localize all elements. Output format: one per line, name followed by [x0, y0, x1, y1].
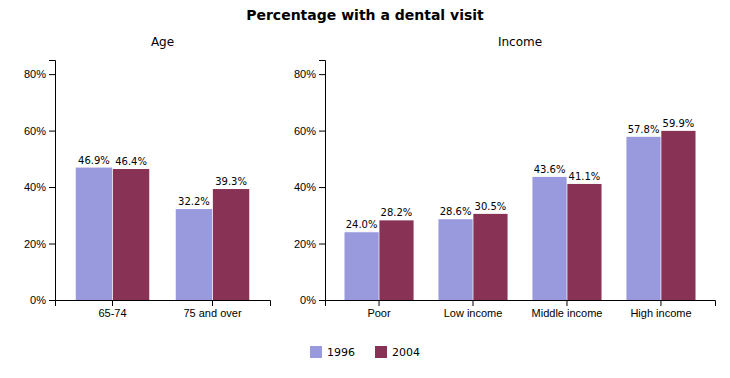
bars: [76, 168, 250, 300]
tick-label: 0%: [300, 294, 316, 306]
data-label: 41.1%: [569, 171, 601, 182]
bars: [344, 131, 695, 300]
bar: [473, 214, 507, 300]
data-labels: 46.9% 32.2% 46.4% 39.3%: [78, 155, 247, 208]
title: Percentage with a dental visit: [246, 7, 484, 23]
tick-mark: [566, 300, 567, 306]
tick: 20%: [24, 238, 55, 250]
data-label: 46.4%: [115, 156, 147, 167]
x-axis: 65-74 75 and over: [56, 300, 271, 319]
tick: Low income: [444, 300, 503, 319]
bar: [176, 209, 212, 300]
tick: 40%: [294, 181, 325, 193]
panel: 24.0% 28.6% 43.6% 57.8% 28.2% 30.5% 41.1% 59.9%…: [294, 35, 716, 319]
tick: 60%: [24, 125, 55, 137]
tick: 65-74: [98, 300, 126, 319]
data-label: 57.8%: [628, 124, 660, 135]
legend-swatch: [375, 346, 387, 358]
data-labels: 24.0% 28.6% 43.6% 57.8% 28.2% 30.5% 41.1% 59.9%: [346, 118, 695, 230]
tick-label: 60%: [24, 125, 46, 137]
tick-mark: [319, 300, 325, 301]
tick-mark: [473, 300, 474, 306]
bar: [532, 177, 566, 300]
data-label: 46.9%: [78, 155, 110, 166]
tick-mark: [49, 74, 55, 75]
legend-item: 1996: [310, 346, 355, 359]
legend-label: 1996: [327, 346, 355, 359]
axis-line: [56, 301, 271, 307]
x-axis: Poor Low income Middle income High income: [326, 300, 716, 319]
tick: Poor: [367, 300, 391, 319]
tick-mark: [49, 244, 55, 245]
tick-mark: [660, 300, 661, 306]
data-label: 28.6%: [440, 206, 472, 217]
data-label: 24.0%: [346, 219, 378, 230]
tick: 0%: [300, 294, 325, 306]
subtitle: Age: [151, 35, 174, 49]
axis-line: [326, 301, 716, 307]
tick: 80%: [24, 68, 55, 80]
tick-label: Low income: [444, 307, 503, 319]
data-label: 30.5%: [475, 201, 507, 212]
legend-swatch: [310, 346, 322, 358]
axis-line: [49, 61, 56, 301]
legend-label: 2004: [392, 346, 420, 359]
tick-mark: [319, 187, 325, 188]
tick-label: High income: [630, 307, 691, 319]
bar: [626, 137, 660, 300]
tick-label: Middle income: [532, 307, 603, 319]
tick-label: 60%: [294, 125, 316, 137]
tick: High income: [630, 300, 691, 319]
tick: 20%: [294, 238, 325, 250]
bar: [661, 131, 695, 300]
tick-label: 20%: [24, 238, 46, 250]
bar: [438, 219, 472, 300]
tick: 80%: [294, 68, 325, 80]
tick-mark: [379, 300, 380, 306]
y-axis: 0% 20% 40% 60% 80%: [294, 61, 326, 307]
data-label: 43.6%: [534, 164, 566, 175]
axis-line: [319, 61, 326, 301]
bar: [76, 168, 112, 300]
tick: 40%: [24, 181, 55, 193]
data-label: 28.2%: [381, 207, 413, 218]
tick-label: 75 and over: [183, 307, 241, 319]
tick-mark: [319, 131, 325, 132]
legend-item: 2004: [375, 346, 420, 359]
tick-label: 80%: [24, 68, 46, 80]
bar: [213, 189, 249, 300]
tick-label: 80%: [294, 68, 316, 80]
bar: [344, 232, 378, 300]
tick-mark: [112, 300, 113, 306]
tick-label: 40%: [24, 181, 46, 193]
bar: [113, 169, 149, 300]
tick-label: 20%: [294, 238, 316, 250]
tick-label: 0%: [30, 294, 46, 306]
legend: 1996 2004: [310, 346, 420, 359]
tick-mark: [319, 244, 325, 245]
data-label: 39.3%: [215, 176, 247, 187]
tick-mark: [319, 74, 325, 75]
data-label: 59.9%: [663, 118, 695, 129]
tick-label: Poor: [367, 307, 391, 319]
tick: Middle income: [532, 300, 603, 319]
tick-label: 40%: [294, 181, 316, 193]
data-label: 32.2%: [178, 196, 210, 207]
tick-mark: [49, 187, 55, 188]
subtitle: Income: [498, 35, 542, 49]
panel: 46.9% 32.2% 46.4% 39.3% 0% 20% 40% 60% 80% 65-74 7…: [24, 35, 271, 319]
tick: 60%: [294, 125, 325, 137]
tick-label: 65-74: [98, 307, 126, 319]
bar: [567, 184, 601, 300]
tick-mark: [49, 300, 55, 301]
y-axis: 0% 20% 40% 60% 80%: [24, 61, 56, 307]
tick: 75 and over: [183, 300, 241, 319]
tick: 0%: [30, 294, 55, 306]
tick-mark: [212, 300, 213, 306]
chart: Percentage with a dental visit 46.9% 32.2%…: [0, 0, 730, 378]
bar: [379, 220, 413, 300]
tick-mark: [49, 131, 55, 132]
